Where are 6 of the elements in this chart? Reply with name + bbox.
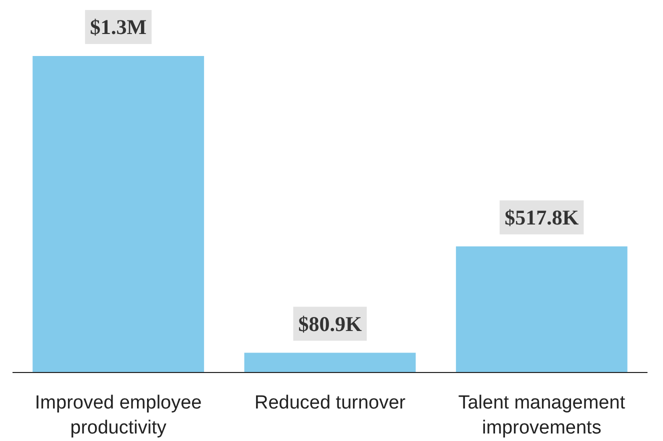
x-tick-label: Talent management improvements	[458, 392, 626, 439]
data-label: $1.3M	[90, 14, 147, 39]
x-tick-label: Reduced turnover	[254, 392, 406, 414]
x-tick-label: Improved employee productivity	[34, 392, 202, 439]
data-label: $80.9K	[298, 312, 362, 336]
data-label: $517.8K	[504, 205, 580, 230]
